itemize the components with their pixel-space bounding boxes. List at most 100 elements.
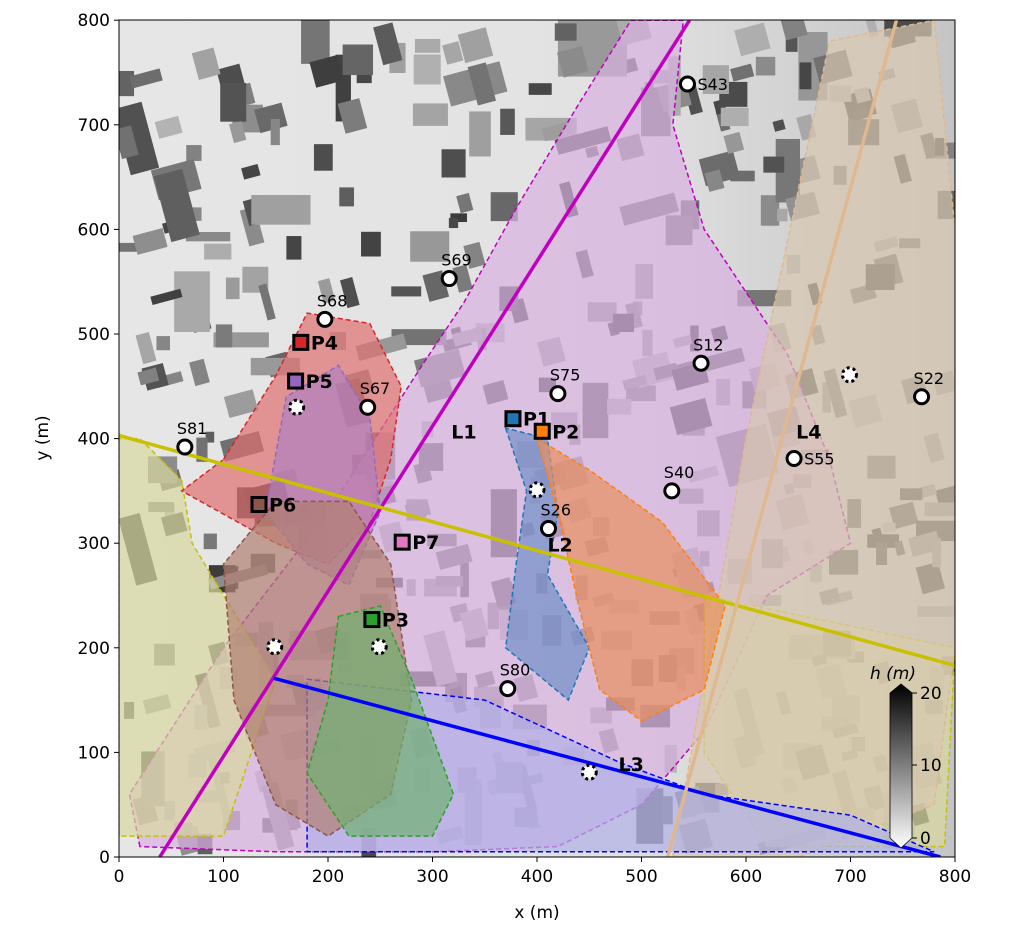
building <box>528 83 552 95</box>
x-tick-label: 0 <box>114 867 125 887</box>
building <box>204 243 232 260</box>
building <box>313 144 333 171</box>
line-label: L3 <box>619 754 644 776</box>
building <box>189 358 210 387</box>
sensor-label: S26 <box>540 501 571 520</box>
building <box>361 231 381 257</box>
building <box>391 286 422 297</box>
building <box>779 20 808 41</box>
building <box>153 168 200 243</box>
colorbar-tick-10: 10 <box>920 756 942 776</box>
colorbar-label: h (m) <box>870 664 916 684</box>
source-label: P3 <box>382 610 409 632</box>
building <box>337 98 368 134</box>
source-P1 <box>504 410 522 428</box>
sensor-S22 <box>913 388 931 406</box>
sensor-label: S43 <box>697 75 728 94</box>
y-tick-label: 700 <box>78 116 110 136</box>
dotted-marker <box>266 638 284 656</box>
building <box>339 187 355 207</box>
dotted-marker <box>288 398 306 416</box>
sensor-label: S67 <box>360 379 391 398</box>
line-label: L1 <box>451 422 476 444</box>
building <box>730 63 755 82</box>
colorbar: 20 10 0 h (m) <box>870 664 942 849</box>
colorbar-fill <box>889 683 913 849</box>
building <box>229 121 247 144</box>
y-tick-label: 400 <box>78 430 110 450</box>
building <box>203 533 217 550</box>
building <box>734 22 771 57</box>
building <box>186 145 202 161</box>
building <box>755 56 776 76</box>
building <box>241 163 261 180</box>
source-P3 <box>363 611 381 629</box>
building <box>119 101 160 176</box>
sensor-S68 <box>316 310 334 328</box>
building <box>286 236 302 260</box>
building <box>132 228 168 255</box>
sensor-S43 <box>678 75 696 93</box>
building <box>556 45 589 78</box>
building <box>858 20 879 38</box>
transect-line-L4 <box>665 20 899 857</box>
building <box>763 156 785 173</box>
sensor-label: S68 <box>317 291 348 310</box>
source-P4 <box>292 333 310 351</box>
transect-line-L1 <box>158 20 692 857</box>
source-P7 <box>393 533 411 551</box>
building <box>442 41 464 65</box>
sensor-S55 <box>785 449 803 467</box>
building <box>723 131 745 154</box>
building <box>777 208 788 222</box>
building <box>135 331 157 365</box>
building <box>239 206 265 247</box>
building <box>339 277 360 309</box>
building <box>730 170 755 182</box>
sensor-label: S12 <box>693 335 724 354</box>
sensor-S40 <box>663 482 681 500</box>
sensor-label: S40 <box>664 463 695 482</box>
sensor-S81 <box>176 438 194 456</box>
building <box>137 367 160 386</box>
building <box>456 192 474 214</box>
building <box>772 119 786 132</box>
x-tick-label: 800 <box>939 867 971 887</box>
building <box>413 54 441 85</box>
y-tick-label: 800 <box>78 11 110 31</box>
building <box>414 38 441 53</box>
y-tick-label: 0 <box>99 848 110 868</box>
building <box>448 217 459 229</box>
building <box>251 194 311 225</box>
building <box>309 55 344 88</box>
building <box>156 336 170 351</box>
plume-region <box>535 436 726 722</box>
building <box>191 47 221 80</box>
building <box>196 437 208 462</box>
building <box>799 62 812 90</box>
source-label: P7 <box>412 532 439 554</box>
building <box>154 115 183 139</box>
building <box>119 125 139 160</box>
building <box>174 271 210 332</box>
building <box>205 431 215 443</box>
x-tick-label: 700 <box>834 867 866 887</box>
building <box>270 118 280 146</box>
source-P2 <box>533 422 551 440</box>
building <box>129 68 163 89</box>
sensor-S69 <box>440 270 458 288</box>
transect-line-L2 <box>119 433 955 668</box>
building <box>119 242 137 252</box>
building <box>412 103 448 126</box>
colorbar-tick-20: 20 <box>920 684 942 704</box>
plume-regions <box>119 20 955 857</box>
source-P6 <box>250 495 268 513</box>
building <box>441 149 466 178</box>
building <box>704 169 725 192</box>
building <box>220 83 247 122</box>
y-tick-label: 300 <box>78 534 110 554</box>
source-P5 <box>287 372 305 390</box>
sensor-label: S55 <box>804 449 835 468</box>
building <box>150 288 183 306</box>
building <box>554 23 577 41</box>
